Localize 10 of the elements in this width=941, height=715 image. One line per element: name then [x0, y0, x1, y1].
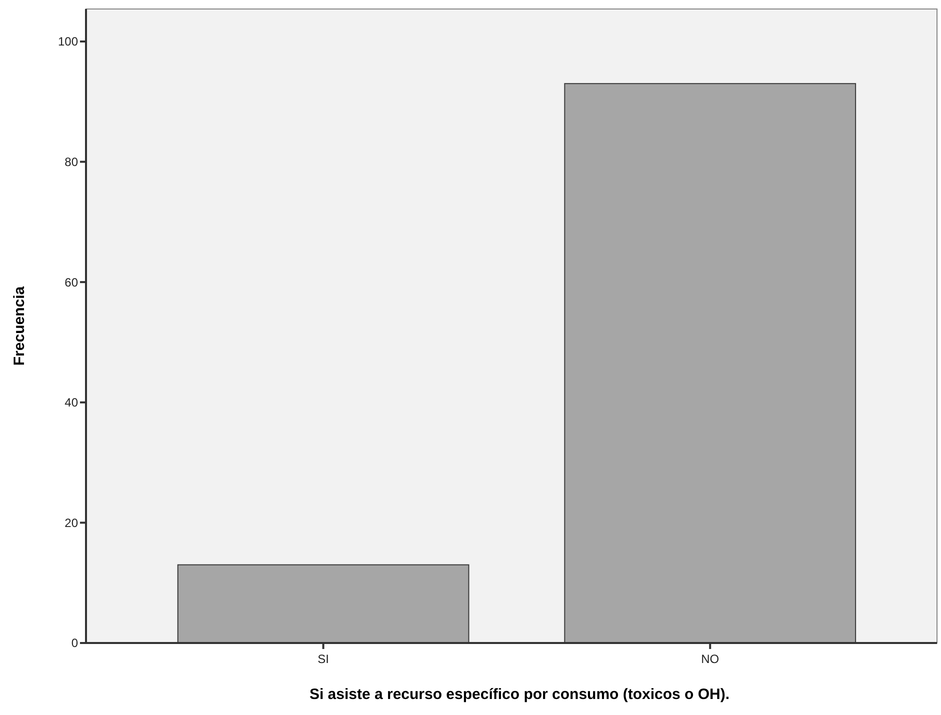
x-tick-label: NO: [701, 652, 720, 666]
x-axis-title: Si asiste a recurso específico por consumo (toxicos o OH).: [309, 686, 730, 703]
y-axis-title: Frecuencia: [11, 286, 28, 366]
y-tick-label: 60: [64, 275, 78, 290]
y-tick-label: 20: [64, 516, 78, 530]
y-tick-label: 0: [71, 636, 78, 650]
y-tick-label: 40: [64, 396, 78, 410]
y-tick-label: 80: [64, 154, 78, 169]
y-tick-label: 100: [58, 34, 78, 49]
x-tick-label: SI: [318, 652, 329, 666]
